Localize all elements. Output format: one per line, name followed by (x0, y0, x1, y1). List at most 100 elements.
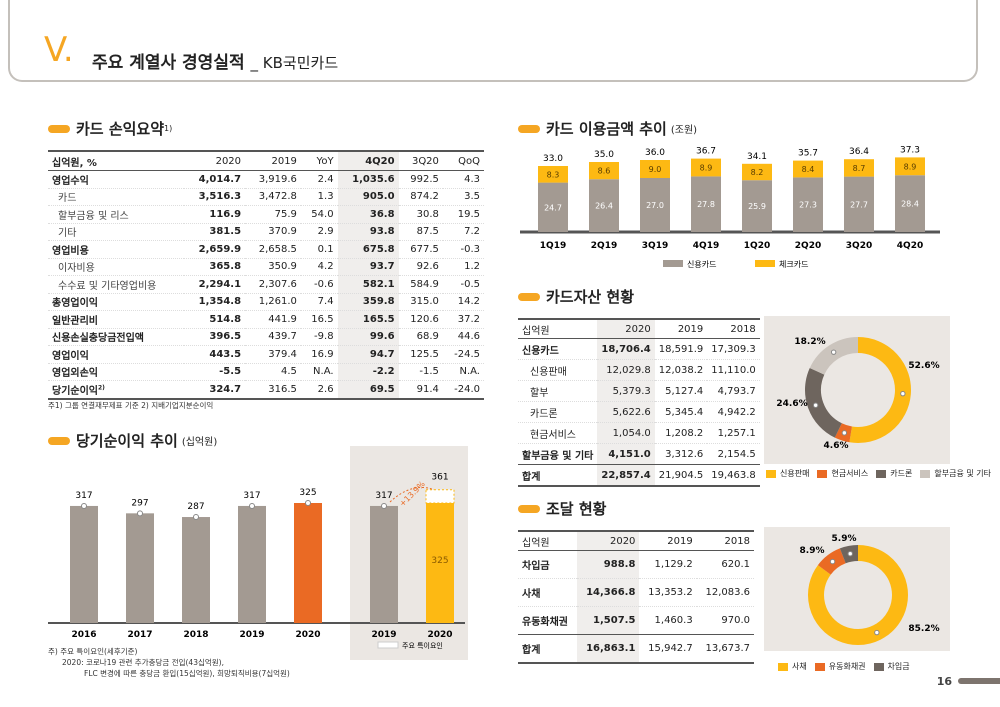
legend-label: 할부금융 및 기타 (934, 469, 991, 478)
legend-label: 사채 (792, 662, 807, 671)
table-row: 영업이익 443.5 379.4 16.9 94.7 125.5 -24.5 (48, 345, 484, 364)
legend-swatch (766, 469, 776, 478)
tick-label: 2019 (371, 630, 396, 640)
pl-table: 십억원, % 2020 2019 YoY 4Q20 3Q20 QoQ 영업수익 4,014.7 3… (48, 150, 484, 400)
ni-notes: 주) 주요 특이요인(세후기준) 2020: 코로나19 관련 추가충당금 전입(… (48, 647, 290, 678)
funding-col-header: 십억원 (518, 530, 577, 551)
total-label: 33.0 (543, 154, 563, 164)
total-label: 36.7 (696, 147, 716, 157)
bar-credit (895, 175, 925, 232)
data-label: 8.4 (802, 165, 815, 174)
table-row: 당기순이익2) 324.7 316.5 2.6 69.5 91.4 -24.0 (48, 380, 484, 400)
usage-title: 카드 이용금액 추이 (조원) (518, 118, 697, 139)
table-row: 신용판매 12,029.8 12,038.2 11,110.0 (518, 359, 760, 381)
legend-swatch (663, 260, 683, 267)
funding-col-header: 2018 (696, 530, 754, 551)
assets-legend: 신용판매 현금서비스 카드론 할부금융 및 기타 (766, 468, 995, 479)
data-label: 317 (75, 491, 92, 501)
data-label: 27.7 (850, 200, 868, 209)
slice-label: 24.6% (776, 399, 807, 409)
data-label: 287 (187, 502, 204, 512)
bar (70, 505, 98, 623)
legend-swatch (873, 662, 884, 671)
bar-dot (249, 502, 255, 509)
tick-label: 1Q19 (540, 241, 566, 251)
slice-dot (812, 402, 819, 408)
pl-note: 주1) 그룹 연결재무제표 기준 2) 지배기업지분순이익 (48, 401, 214, 410)
legend-label: 카드론 (890, 469, 913, 478)
bar (182, 517, 210, 623)
slice-label: 52.6% (908, 361, 939, 371)
bar-dot (305, 500, 311, 506)
ni-chart: 317 2016 297 2017 287 2018 317 2019 325 2020 317 32… (48, 473, 465, 650)
slice-label: 18.2% (794, 337, 825, 347)
bullet-icon (48, 436, 70, 445)
slice-dot (829, 558, 836, 565)
special-factor-bar (425, 489, 455, 504)
bullet-icon (48, 124, 70, 133)
bar-check (895, 157, 925, 176)
page-number: 16 (936, 675, 952, 688)
table-row: 할부금융 및 기타 4,151.0 3,312.6 2,154.5 (518, 443, 760, 465)
donut-slice (809, 337, 859, 376)
legend-label: 차입금 (887, 662, 910, 671)
table-row: 수수료 및 기타영업비용 2,294.1 2,307.6 -0.6 582.1 584.9… (48, 275, 484, 294)
growth-arrow (389, 486, 435, 503)
bar-dot (137, 510, 143, 517)
funding-col-header: 2019 (639, 530, 697, 551)
pl-col-header: QoQ (442, 150, 484, 171)
table-row: 유동화채권 1,507.5 1,460.3 970.0 (518, 606, 754, 635)
table-row: 영업비용 2,659.9 2,658.5 0.1 675.8 677.5 -0.3 (48, 240, 484, 259)
pl-col-header: YoY (300, 150, 338, 171)
data-label: 325 (299, 488, 316, 498)
total-label: 36.0 (645, 148, 665, 158)
tick-label: 2020 (427, 630, 452, 640)
bar-credit (589, 179, 619, 232)
table-row: 신용카드 18,706.4 18,591.9 17,309.3 (518, 338, 760, 360)
bar-dot (81, 502, 87, 509)
bar (426, 503, 454, 623)
bar-credit (742, 180, 772, 232)
slice-dot (841, 430, 848, 436)
table-row: 영업수익 4,014.7 3,919.6 2.4 1,035.6 992.5 4.3 (48, 170, 484, 189)
page-title: 주요 계열사 경영실적 _ KB국민카드 (92, 53, 339, 73)
table-row: 차입금 988.8 1,129.2 620.1 (518, 550, 754, 579)
bar-check (691, 158, 721, 177)
table-row: 신용손실충당금전입액 396.5 439.7 -9.8 99.6 68.9 44.6 (48, 328, 484, 346)
data-label: 24.7 (544, 203, 562, 212)
data-label: 361 (431, 473, 448, 483)
bar-credit (793, 177, 823, 232)
assets-col-header: 2019 (654, 318, 708, 339)
donut-slice (849, 337, 911, 443)
total-label: 35.7 (798, 149, 818, 159)
bar-credit (640, 178, 670, 232)
bar-check (793, 160, 823, 178)
table-row: 기타 381.5 370.9 2.9 93.8 87.5 7.2 (48, 223, 484, 241)
data-label: 8.3 (547, 170, 560, 179)
data-label: 317 (243, 491, 260, 501)
slice-dot (847, 551, 853, 557)
data-label: 8.2 (751, 168, 764, 177)
total-label: 34.1 (747, 152, 767, 162)
data-label: 297 (131, 498, 148, 508)
assets-col-header: 2018 (707, 318, 760, 339)
table-row: 합계 16,863.1 15,942.7 13,673.7 (518, 634, 754, 664)
legend-label: 주요 특이요인 (402, 641, 443, 650)
data-label: 8.9 (904, 162, 917, 171)
table-row: 할부금융 및 리스 116.9 75.9 54.0 36.8 30.8 19.5 (48, 205, 484, 224)
tick-label: 2018 (183, 630, 208, 640)
legend-swatch (755, 260, 775, 267)
assets-title: 카드자산 현황 (518, 286, 634, 307)
legend-label: 현금서비스 (831, 469, 869, 478)
slice-label: 5.9% (832, 534, 857, 544)
assets-col-header: 십억원 (518, 318, 598, 339)
bar-credit (691, 176, 721, 232)
data-label: 25.9 (748, 202, 766, 211)
slice-dot (874, 629, 880, 636)
table-row: 총영업이익 1,354.8 1,261.0 7.4 359.8 315.0 14.2 (48, 293, 484, 311)
table-row: 현금서비스 1,054.0 1,208.2 1,257.1 (518, 422, 760, 444)
data-label: 317 (375, 491, 392, 501)
funding-title: 조달 현황 (518, 498, 606, 519)
legend-label: 유동화채권 (828, 662, 866, 671)
tick-label: 2020 (295, 630, 320, 640)
